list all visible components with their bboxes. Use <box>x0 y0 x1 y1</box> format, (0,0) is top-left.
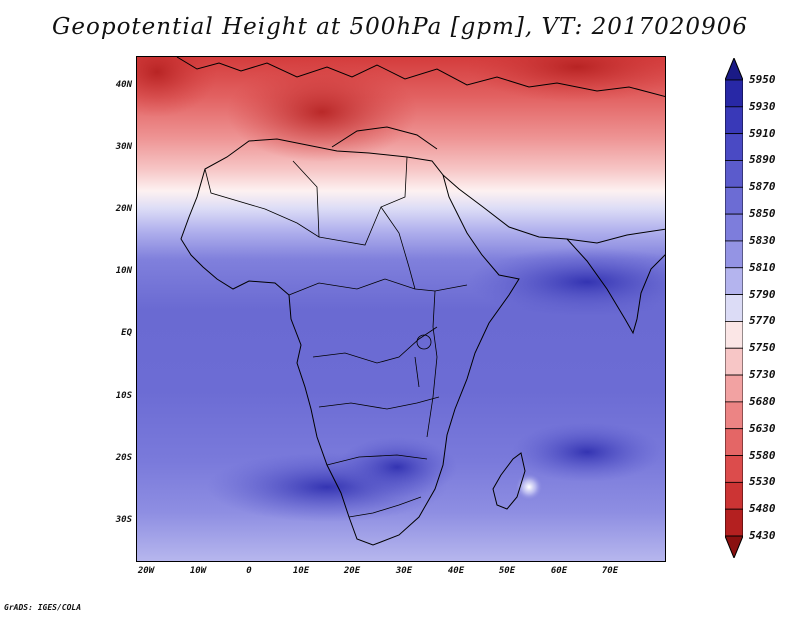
local-maximum-madagascar-east <box>515 473 543 501</box>
lat-tick-label: 30S <box>115 515 132 525</box>
colorbar-level-label: 5850 <box>749 207 776 221</box>
colorbar-segment <box>725 106 743 135</box>
colorbar-level-label: 5530 <box>749 475 776 489</box>
colorbar-level-label: 5630 <box>749 421 776 435</box>
colorbar-segment <box>725 428 743 456</box>
colorbar-segment <box>725 401 743 430</box>
lat-tick-label: 40N <box>115 80 132 90</box>
lat-tick-label: EQ <box>121 328 132 338</box>
low-height-northwest <box>137 57 217 117</box>
map-plot-area <box>136 56 666 562</box>
lon-tick-label: 10W <box>189 566 207 576</box>
high-height-southern-africa <box>337 437 457 497</box>
lon-tick-label: 30E <box>395 566 413 576</box>
lat-tick-label: 10N <box>115 266 132 276</box>
colorbar-level-label: 5910 <box>749 126 776 140</box>
colorbar-segment <box>725 267 743 295</box>
high-height-arabian-sea <box>467 247 665 317</box>
colorbar-level-label: 5830 <box>749 233 776 247</box>
lon-tick-label: 10E <box>292 566 310 576</box>
lon-tick-label: 20E <box>343 566 361 576</box>
colorbar-max-arrow <box>725 58 743 81</box>
colorbar-level-label: 5480 <box>749 502 776 516</box>
lon-tick-label: 50E <box>498 566 516 576</box>
colorbar-level-label: 5580 <box>749 448 776 462</box>
colorbar-segment <box>725 133 743 161</box>
country-borders <box>204 156 468 518</box>
coastlines <box>176 57 665 546</box>
colorbar-level-label: 5810 <box>749 260 776 274</box>
map-canvas <box>137 57 665 561</box>
colorbar-min-arrow <box>725 535 743 558</box>
colorbar-level-label: 5950 <box>749 73 776 86</box>
lat-tick-label: 30N <box>115 142 132 152</box>
colorbar-level-label: 5770 <box>749 314 776 328</box>
colorbar-level-label: 5930 <box>749 99 776 113</box>
lon-tick-label: 20W <box>137 566 155 576</box>
lon-tick-label: 60E <box>550 566 568 576</box>
colorbar-segment <box>725 347 743 376</box>
low-height-northeast <box>467 57 665 102</box>
lon-tick-label: 0 <box>246 566 252 576</box>
colorbar-segment <box>725 374 743 403</box>
colorbar-segment <box>725 160 743 188</box>
colorbar-segment <box>725 213 743 242</box>
lat-tick-label: 20S <box>115 453 132 463</box>
lon-tick-label: 70E <box>601 566 619 576</box>
lon-tick-label: 40E <box>447 566 465 576</box>
grads-credit: GrADS: IGES/COLA <box>4 603 82 612</box>
colorbar-segment <box>725 481 743 510</box>
colorbar-segment <box>725 455 743 483</box>
colorbar-segment <box>725 240 743 269</box>
colorbar-level-label: 5870 <box>749 180 776 194</box>
colorbar-segment <box>725 79 743 108</box>
high-height-indian-ocean <box>512 422 662 482</box>
colorbar-segment <box>725 508 743 537</box>
chart-title: Geopotential Height at 500hPa [gpm], VT:… <box>52 14 748 40</box>
lakes <box>414 334 432 388</box>
colorbar-segment <box>725 321 743 349</box>
colorbar-level-label: 5750 <box>749 341 776 355</box>
colorbar-segment <box>725 186 743 215</box>
lat-tick-label: 20N <box>115 204 132 214</box>
colorbar-level-label: 5790 <box>749 287 776 301</box>
lat-tick-label: 10S <box>115 391 132 401</box>
low-height-mediterranean <box>227 62 417 162</box>
colorbar-level-label: 5430 <box>749 529 776 542</box>
colorbar-level-label: 5680 <box>749 394 776 408</box>
colorbar-level-label: 5890 <box>749 153 776 167</box>
colorbar-level-label: 5730 <box>749 368 776 382</box>
colorbar-segment <box>725 294 743 322</box>
colorbar <box>725 58 743 558</box>
